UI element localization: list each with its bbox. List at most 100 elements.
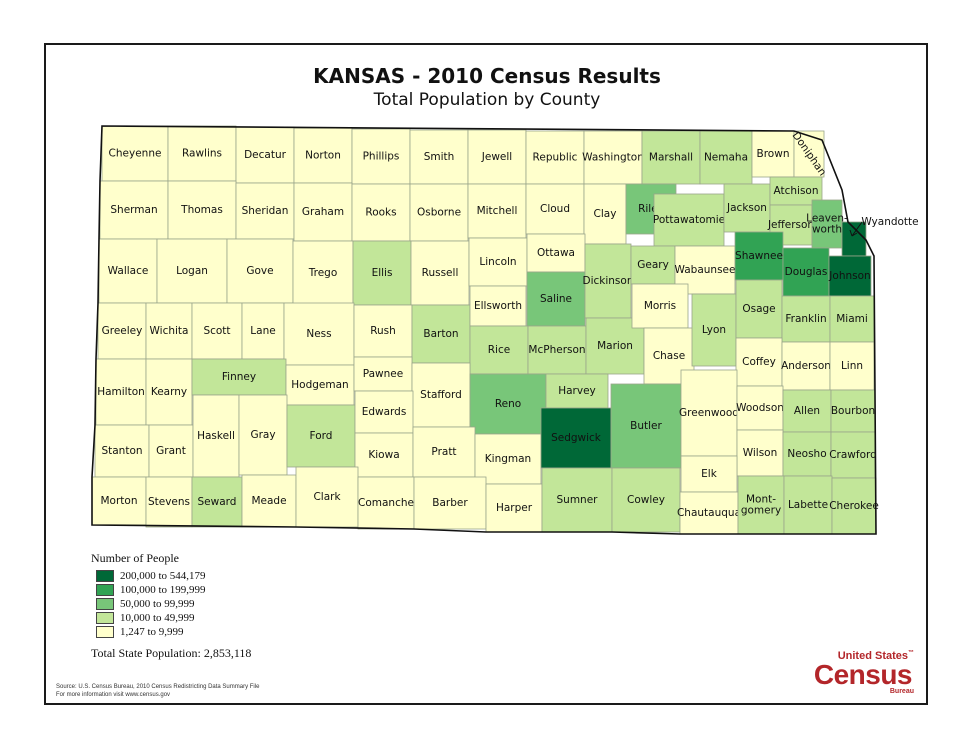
county-label: Sheridan <box>242 205 289 217</box>
county-shape <box>485 483 543 533</box>
county-label: Greeley <box>102 325 143 337</box>
county-shape <box>611 467 681 533</box>
legend-swatch <box>96 570 114 582</box>
county-shape <box>192 394 240 478</box>
county-label: Allen <box>794 405 820 417</box>
legend-title: Number of People <box>91 551 179 565</box>
county-label: Reno <box>495 398 521 410</box>
total-population: Total State Population: 2,853,118 <box>91 646 252 660</box>
county-label: Kingman <box>485 453 531 465</box>
county-clark: Clark <box>295 466 359 528</box>
county-shape <box>525 130 585 185</box>
county-marshall: Marshall <box>641 130 701 185</box>
county-greeley: Greeley <box>97 302 147 360</box>
county-label: Ellsworth <box>474 300 522 312</box>
county-kingman: Kingman <box>474 433 542 485</box>
county-chautauqua: Chautauqua <box>677 491 741 535</box>
county-seward: Seward <box>191 476 243 528</box>
source-note: Source: U.S. Census Bureau, 2010 Census … <box>56 684 260 690</box>
county-label: Sumner <box>557 494 599 506</box>
county-republic: Republic <box>525 130 585 185</box>
county-label: Chautauqua <box>677 507 741 519</box>
county-label: Saline <box>540 293 572 305</box>
county-shape <box>191 302 243 360</box>
county-shape <box>680 455 738 493</box>
county-shape <box>583 130 643 185</box>
legend-item: 50,000 to 99,999 <box>96 598 195 610</box>
county-label: Rush <box>370 325 396 337</box>
county-shape <box>782 431 832 477</box>
county-label: Jewell <box>481 151 512 163</box>
county-label: Edwards <box>362 406 407 418</box>
county-label: Sedgwick <box>551 432 602 444</box>
county-shape <box>191 476 243 528</box>
county-label: Republic <box>533 152 578 164</box>
county-label: Lane <box>250 325 275 337</box>
county-haskell: Haskell <box>192 394 240 478</box>
legend-swatch <box>96 584 114 596</box>
county-label: Harper <box>496 502 533 514</box>
county-label: Cherokee <box>829 500 879 512</box>
county-coffey: Coffey <box>735 337 783 387</box>
county-label: Wyandotte <box>861 216 918 228</box>
county-label: Bourbon <box>831 405 875 417</box>
county-cherokee: Cherokee <box>829 477 879 535</box>
county-rice: Rice <box>469 325 529 375</box>
county-shape <box>540 407 612 469</box>
county-phillips: Phillips <box>351 128 411 185</box>
legend-swatch <box>96 598 114 610</box>
county-kearny: Kearny <box>145 358 193 426</box>
county-label: Gray <box>250 429 275 441</box>
county-label: Sherman <box>110 204 157 216</box>
county-saline: Saline <box>526 271 586 327</box>
county-shape <box>527 325 587 375</box>
county-label: Norton <box>305 150 341 162</box>
county-shape <box>411 362 471 428</box>
county-label: Linn <box>841 360 863 372</box>
county-cheyenne: Cheyenne <box>101 125 169 182</box>
county-shape <box>631 283 689 329</box>
county-label: Rawlins <box>182 148 222 160</box>
county-label: Gove <box>246 265 273 277</box>
county-gove: Gove <box>226 238 294 304</box>
county-harvey: Harvey <box>545 373 609 409</box>
county-pawnee: Pawnee <box>353 356 413 392</box>
county-geary: Geary <box>630 245 676 285</box>
county-douglas: Douglas <box>782 247 830 297</box>
county-franklin: Franklin <box>781 295 831 343</box>
county-label: Scott <box>203 325 230 337</box>
county-clay: Clay <box>583 183 627 245</box>
county-bourbon: Bourbon <box>830 389 876 433</box>
county-label: Smith <box>424 151 455 163</box>
county-shape <box>811 199 843 249</box>
county-label: Johnson <box>828 270 870 282</box>
county-shape <box>831 477 877 535</box>
county-edwards: Edwards <box>354 390 414 434</box>
county-sedgwick: Sedgwick <box>540 407 612 469</box>
county-label: Russell <box>422 267 459 279</box>
county-shape <box>241 302 285 360</box>
county-shape <box>691 293 737 367</box>
county-label: Seward <box>198 496 237 508</box>
county-russell: Russell <box>410 240 470 306</box>
county-lyon: Lyon <box>691 293 737 367</box>
county-linn: Linn <box>829 341 875 391</box>
county-neosho: Neosho <box>782 431 832 477</box>
county-label: Woodson <box>736 402 784 414</box>
county-greenwood: Greenwood <box>679 369 739 457</box>
county-stevens: Stevens <box>145 476 193 528</box>
county-barber: Barber <box>413 476 487 530</box>
county-norton: Norton <box>293 127 353 184</box>
county-shape <box>354 390 414 434</box>
county-smith: Smith <box>409 129 469 185</box>
county-label: Labette <box>788 499 828 511</box>
census-bureau-logo: United States™ Census Bureau <box>808 650 914 696</box>
county-ellis: Ellis <box>352 240 412 306</box>
county-label: Meade <box>251 495 286 507</box>
county-label: Thomas <box>180 204 223 216</box>
county-label: Cheyenne <box>109 148 162 160</box>
county-jewell: Jewell <box>467 129 527 185</box>
county-label: Cowley <box>627 494 665 506</box>
county-leavenworth: Leaven-worth <box>806 199 848 249</box>
county-mcpherson: McPherson <box>527 325 587 375</box>
